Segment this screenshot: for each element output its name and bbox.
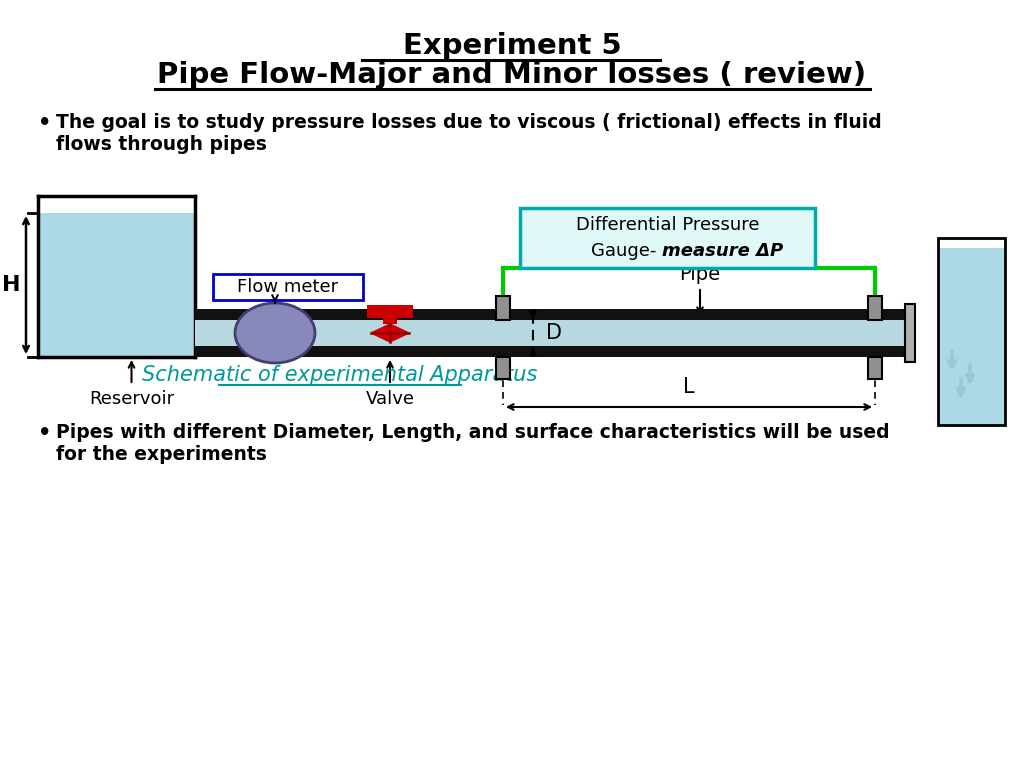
Text: Schematic of experimental Apparatus: Schematic of experimental Apparatus [142, 365, 538, 385]
Text: Gauge-: Gauge- [592, 242, 663, 260]
Bar [938, 248, 1005, 425]
Bar [213, 274, 362, 300]
Text: •: • [38, 423, 51, 443]
Bar [496, 357, 510, 379]
Text: •: • [38, 113, 51, 133]
Text: Pipe: Pipe [680, 265, 721, 284]
Text: Reservoir: Reservoir [89, 390, 174, 408]
Bar [905, 304, 915, 362]
Text: Differential Pressure: Differential Pressure [575, 216, 759, 234]
Bar [367, 305, 413, 318]
Polygon shape [371, 324, 409, 342]
Text: Valve: Valve [366, 390, 415, 408]
Text: flows through pipes: flows through pipes [56, 135, 267, 154]
Text: The goal is to study pressure losses due to viscous ( frictional) effects in flu: The goal is to study pressure losses due… [56, 113, 882, 132]
Bar [496, 296, 510, 320]
Bar [868, 357, 882, 379]
Text: H: H [1, 275, 20, 295]
Text: Experiment 5: Experiment 5 [402, 32, 622, 60]
Bar [38, 213, 195, 357]
Bar [195, 320, 905, 346]
Bar [938, 238, 1005, 425]
Bar [195, 309, 905, 320]
Bar [520, 208, 815, 268]
Bar [195, 346, 905, 357]
Text: measure ΔP: measure ΔP [663, 242, 783, 260]
Text: for the experiments: for the experiments [56, 445, 267, 464]
Ellipse shape [234, 303, 315, 363]
Text: Pipe Flow-Major and Minor losses ( review): Pipe Flow-Major and Minor losses ( revie… [158, 61, 866, 89]
Bar [868, 296, 882, 320]
Text: Pipes with different Diameter, Length, and surface characteristics will be used: Pipes with different Diameter, Length, a… [56, 423, 890, 442]
Text: L: L [683, 377, 695, 397]
Text: Flow meter: Flow meter [238, 278, 339, 296]
Bar [383, 316, 397, 324]
Text: D: D [546, 323, 562, 343]
